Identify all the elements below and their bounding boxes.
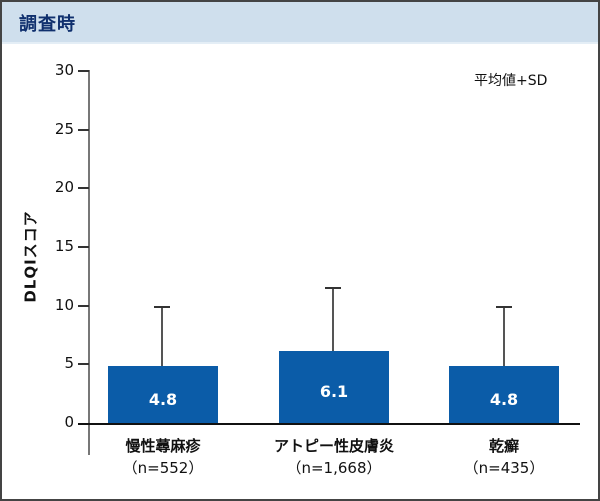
y-axis-line	[88, 70, 90, 455]
y-tick-25	[78, 129, 89, 131]
bar-psoriasis	[449, 366, 559, 423]
error-bar-2	[332, 287, 334, 351]
y-tick-label: 0	[64, 413, 74, 431]
error-bar-3	[503, 306, 505, 366]
y-tick-label: 20	[54, 178, 74, 196]
y-tick-label: 5	[64, 354, 74, 372]
y-tick-label: 30	[54, 61, 74, 79]
category-n: （n=552）	[122, 459, 204, 477]
error-cap-2	[325, 287, 341, 289]
category-label-2: アトピー性皮膚炎 （n=1,668）	[249, 435, 419, 479]
category-name: 慢性蕁麻疹	[125, 437, 201, 455]
category-label-1: 慢性蕁麻疹 （n=552）	[78, 435, 248, 479]
y-tick-label: 10	[54, 296, 74, 314]
header-bar: 調査時	[2, 2, 598, 44]
error-cap-1	[154, 306, 170, 308]
category-n: （n=435）	[463, 459, 545, 477]
category-label-3: 乾癬 （n=435）	[419, 435, 589, 479]
y-tick-30	[78, 70, 89, 72]
error-cap-3	[496, 306, 512, 308]
y-tick-label: 25	[54, 120, 74, 138]
bar-value-label: 6.1	[319, 382, 349, 401]
y-tick-label: 15	[54, 237, 74, 255]
y-tick-10	[78, 305, 89, 307]
category-n: （n=1,668）	[286, 459, 382, 477]
bar-chronic-urticaria	[108, 366, 218, 423]
legend-note: 平均値+SD	[474, 73, 548, 89]
y-axis-label: DLQIスコア	[21, 210, 40, 303]
y-tick-15	[78, 246, 89, 248]
bar-atopic-dermatitis	[279, 351, 389, 423]
header-title: 調査時	[19, 14, 76, 35]
bar-value-label: 4.8	[489, 390, 519, 409]
y-tick-5	[78, 363, 89, 365]
x-axis-line	[78, 423, 580, 425]
category-name: 乾癬	[488, 437, 519, 455]
y-tick-20	[78, 187, 89, 189]
bar-value-label: 4.8	[148, 390, 178, 409]
category-name: アトピー性皮膚炎	[273, 437, 394, 455]
error-bar-1	[161, 306, 163, 366]
